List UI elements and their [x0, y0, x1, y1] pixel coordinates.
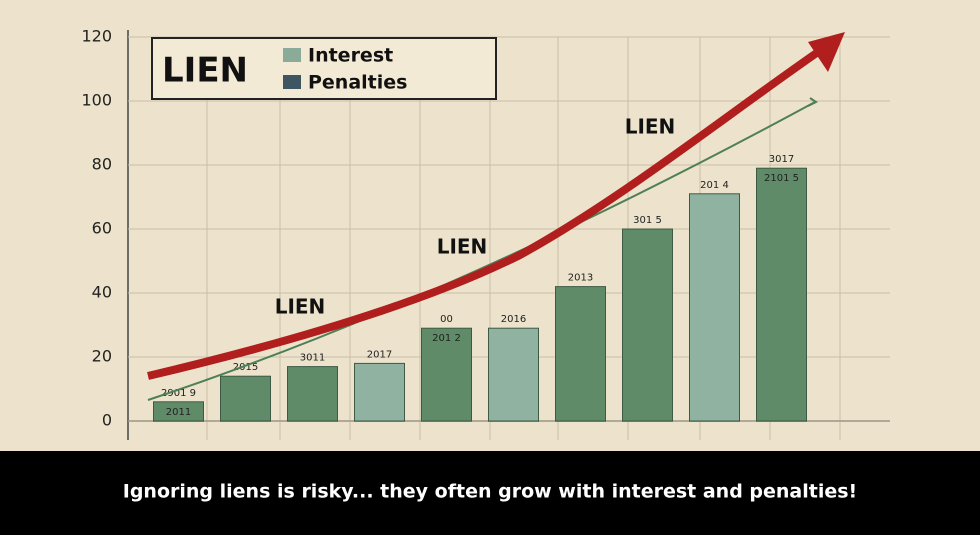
bar-label: 201 4	[700, 180, 729, 191]
bar-label: 2011	[166, 407, 191, 418]
bar-label: 301 5	[633, 215, 662, 226]
y-tick-label: 20	[92, 347, 112, 366]
bar	[421, 327, 472, 422]
y-tick-label: 100	[81, 91, 112, 110]
legend-label: Penalties	[308, 72, 407, 94]
legend-label: Interest	[308, 45, 393, 67]
bar	[153, 401, 204, 422]
bar-label: 3017	[769, 154, 794, 165]
annotation: LIEN	[437, 235, 488, 259]
bar	[756, 167, 807, 422]
trend-arrowhead	[807, 97, 818, 107]
y-tick-label: 0	[102, 411, 112, 430]
annotation: LIEN	[625, 115, 676, 139]
annotation: LIEN	[275, 295, 326, 319]
bar	[354, 362, 405, 422]
bar	[555, 286, 606, 422]
bar-label: 2015	[233, 362, 258, 373]
legend-title: LIEN	[162, 51, 248, 91]
y-tick-label: 40	[92, 283, 112, 302]
legend-swatch	[283, 75, 301, 89]
bar	[689, 193, 740, 422]
bar-label: 2901 9	[161, 388, 196, 399]
caption: Ignoring liens is risky... they often gr…	[123, 481, 857, 503]
bar	[488, 327, 539, 422]
bar-label: 00	[440, 314, 453, 325]
legend-box	[151, 37, 497, 100]
legend-swatch	[283, 48, 301, 62]
y-tick-label: 60	[92, 219, 112, 238]
y-tick-label: 120	[81, 27, 112, 46]
bar	[220, 375, 271, 422]
bar	[287, 366, 338, 422]
bar-label: 2101 5	[764, 173, 799, 184]
bar-label: 201 2	[432, 333, 461, 344]
red-arrowhead	[808, 32, 845, 72]
red-trend-line	[147, 48, 821, 380]
caption-band	[0, 451, 980, 535]
bar-label: 3011	[300, 353, 325, 364]
bar	[622, 228, 673, 422]
y-tick-label: 80	[92, 155, 112, 174]
bar-label: 2016	[501, 314, 526, 325]
bar-label: 2017	[367, 349, 392, 360]
bar-label: 2013	[568, 273, 593, 284]
